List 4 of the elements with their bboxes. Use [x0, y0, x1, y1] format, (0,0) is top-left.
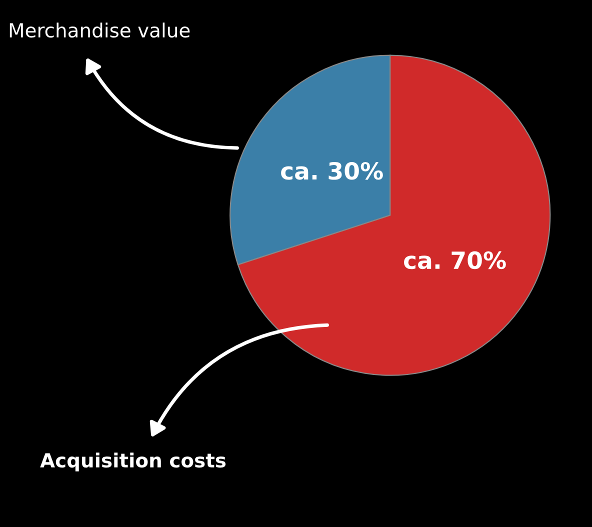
data-label: ca. 30% [281, 162, 383, 180]
data-label: ca. 70% [404, 251, 506, 270]
slice-label: Acquisition costs [40, 452, 226, 472]
slice-label: Merchandise value [10, 22, 190, 38]
